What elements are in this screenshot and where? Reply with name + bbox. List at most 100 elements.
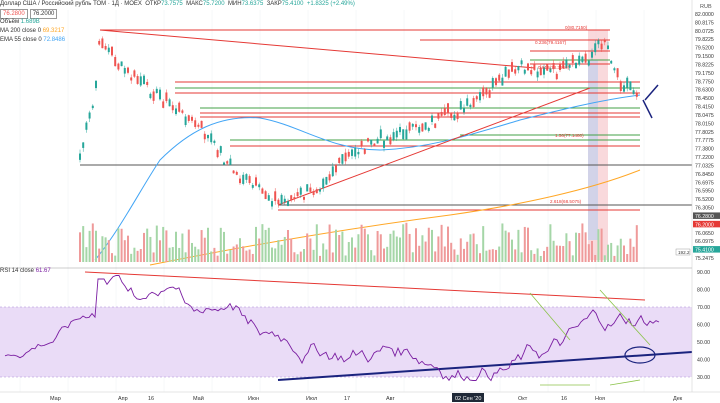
candle-body <box>344 152 347 162</box>
candle-body <box>111 46 113 56</box>
volume-bar <box>139 249 142 262</box>
volume-bar <box>315 224 318 262</box>
candle-body <box>127 67 129 73</box>
svg-text:17: 17 <box>344 396 350 402</box>
candle-body <box>623 85 625 92</box>
rsi-legend[interactable]: RSI 14 close 61.67 <box>0 268 51 274</box>
svg-text:78.8225: 78.8225 <box>695 62 714 68</box>
candle-body <box>287 201 289 206</box>
low-value: 73.6375 <box>241 1 264 7</box>
candle-body <box>431 115 433 122</box>
candle-body <box>607 45 609 49</box>
volume-bar <box>562 246 565 262</box>
candle-body <box>210 133 213 143</box>
volume-bar <box>408 233 411 262</box>
volume-bar <box>91 223 94 262</box>
candle-body <box>411 123 414 127</box>
rsi-tick: 90.00 <box>697 270 710 276</box>
volume-label[interactable]: Объём <box>0 19 20 25</box>
volume-bar <box>287 229 289 262</box>
symbol-title[interactable]: Доллар США / Российский рубль ТОМ · 1Д ·… <box>0 1 142 7</box>
candle-body <box>530 70 533 75</box>
volume-bar <box>229 249 232 262</box>
candle-body <box>360 140 363 147</box>
volume-bar <box>514 249 517 262</box>
svg-text:192.2: 192.2 <box>678 250 690 255</box>
volume-bar <box>482 226 485 262</box>
candle-body <box>482 87 485 97</box>
price-tick: 78.4150 <box>695 105 714 111</box>
candle-body <box>488 90 491 98</box>
ema-label[interactable]: EMA 55 close 0 <box>0 37 42 43</box>
volume-bar <box>501 223 504 262</box>
volume-bar <box>213 247 216 262</box>
candle-body <box>568 64 571 68</box>
volume-bar <box>613 255 616 262</box>
volume-bar <box>85 247 88 262</box>
rsi-trendline <box>277 351 693 381</box>
ask-box[interactable]: 76.2000 <box>29 9 58 19</box>
bid-box[interactable]: 76.2800 <box>0 9 28 19</box>
ma-label[interactable]: MA 200 close 0 <box>0 28 42 34</box>
price-tick: 76.5200 <box>695 197 714 203</box>
volume-bar <box>632 246 635 262</box>
svg-text:77.2200: 77.2200 <box>695 155 714 161</box>
volume-bar <box>360 224 363 262</box>
candle-body <box>408 122 411 131</box>
candle-body <box>619 81 622 92</box>
candle-body <box>114 57 117 67</box>
candle-body <box>514 69 517 74</box>
candle-body <box>351 149 353 156</box>
svg-text:78.4500: 78.4500 <box>695 96 714 102</box>
candle-body <box>584 53 587 63</box>
candle-body <box>543 67 545 75</box>
volume-bar <box>107 240 110 262</box>
candle-body <box>296 192 299 197</box>
volume-bar <box>235 244 238 262</box>
currency-badge: RUB <box>700 4 712 10</box>
volume-bar <box>395 236 398 262</box>
volume-bar <box>88 230 91 262</box>
volume-bar <box>431 229 433 262</box>
volume-bar <box>495 249 497 262</box>
candle-body <box>178 102 181 112</box>
ema-55-line <box>94 94 641 261</box>
volume-bar <box>101 236 104 262</box>
svg-text:78.0475: 78.0475 <box>695 113 714 119</box>
candle-body <box>95 80 97 89</box>
candle-body <box>207 134 209 139</box>
candle-body <box>520 60 523 65</box>
svg-text:78.7750: 78.7750 <box>695 79 714 85</box>
candle-body <box>98 40 101 45</box>
volume-bar <box>207 227 209 262</box>
candle-body <box>472 98 475 107</box>
volume-bar <box>565 233 568 262</box>
volume-bar <box>290 238 293 262</box>
svg-text:75.4100: 75.4100 <box>695 248 714 254</box>
volume-bar <box>271 247 273 262</box>
svg-text:Июл: Июл <box>306 396 317 402</box>
candle-body <box>213 140 216 143</box>
volume-bar <box>95 230 97 262</box>
candle-body <box>610 60 613 64</box>
price-tick: 78.0475 <box>695 113 714 119</box>
price-tick: 78.8225 <box>695 62 714 68</box>
volume-bar <box>325 249 328 262</box>
volume-bar <box>466 241 469 262</box>
candle-body <box>427 127 430 131</box>
candle-body <box>245 174 248 180</box>
candle-body <box>239 178 241 184</box>
candle-body <box>299 187 302 195</box>
volume-bar <box>571 255 574 262</box>
svg-text:Апр: Апр <box>118 396 128 402</box>
candle-body <box>226 161 229 164</box>
volume-bar <box>629 238 632 262</box>
volume-bar <box>389 233 392 262</box>
price-tick: 79.8225 <box>695 37 714 43</box>
volume-bar <box>498 246 501 262</box>
candle-body <box>251 184 254 188</box>
volume-bar <box>559 245 561 262</box>
candle-body <box>437 113 440 119</box>
volume-bar <box>379 234 382 262</box>
